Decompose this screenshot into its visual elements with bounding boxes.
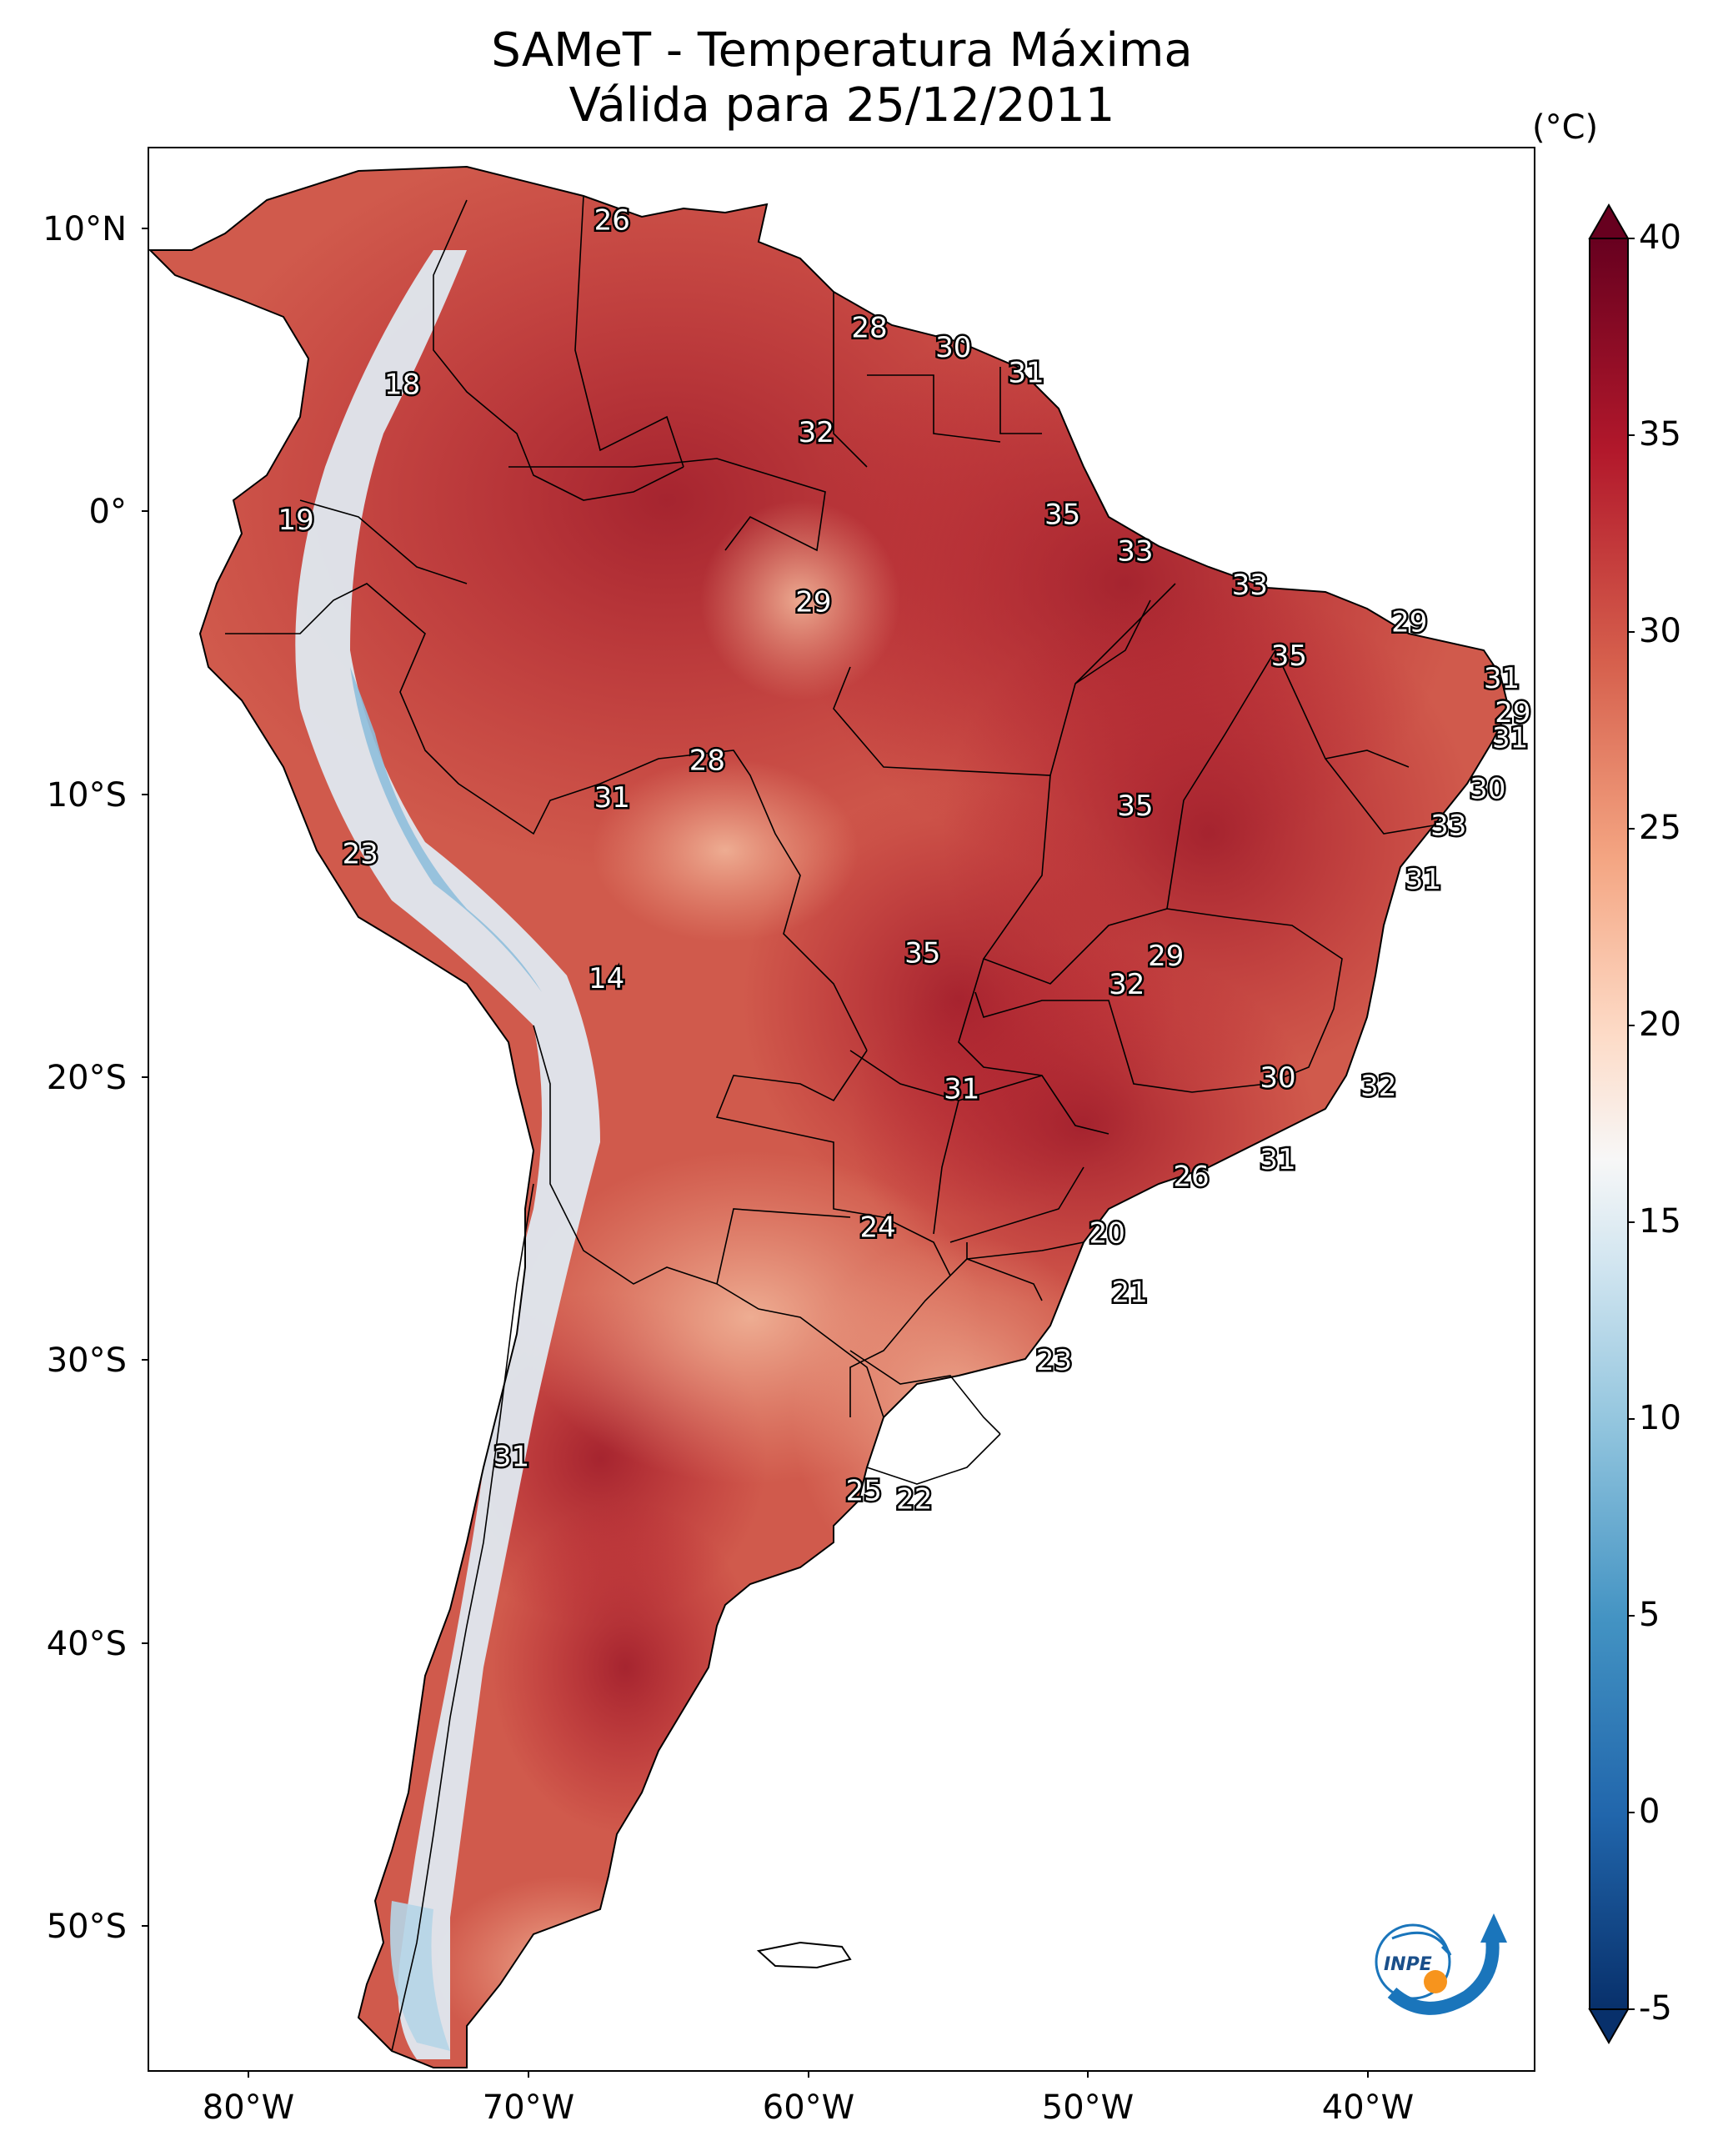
station-label: 28 bbox=[689, 745, 725, 778]
station-label: 29 bbox=[1391, 605, 1427, 639]
ylabel-50s: 50°S bbox=[46, 1908, 127, 1946]
station-label: 31 bbox=[1405, 863, 1441, 896]
station-label: 18 bbox=[384, 368, 420, 401]
station-label: 31 bbox=[493, 1441, 529, 1474]
ylabel-10s: 10°S bbox=[46, 776, 127, 815]
station-label: 29 bbox=[795, 586, 831, 619]
colorbar-tick-30: 30 bbox=[1639, 612, 1681, 650]
station-label: 22 bbox=[896, 1483, 932, 1517]
station-label: 31 bbox=[1484, 662, 1520, 695]
station-label: 31 bbox=[594, 781, 630, 815]
svg-text:INPE: INPE bbox=[1384, 1954, 1432, 1975]
station-label: 30 bbox=[1260, 1061, 1295, 1095]
colorbar-tick-20: 20 bbox=[1639, 1005, 1681, 1044]
colorbar bbox=[1588, 203, 1635, 2045]
station-label: 31 bbox=[1492, 722, 1528, 755]
station-label: 26 bbox=[1173, 1161, 1209, 1194]
xlabel-60w: 60°W bbox=[762, 2088, 855, 2127]
station-label: 32 bbox=[1109, 968, 1144, 1001]
country-borders bbox=[225, 195, 1435, 2052]
colorbar-tick-10: 10 bbox=[1639, 1399, 1681, 1437]
colorbar-tick-35: 35 bbox=[1639, 415, 1681, 454]
inpe-logo: INPE bbox=[1375, 1913, 1507, 2015]
xlabel-50w: 50°W bbox=[1041, 2088, 1134, 2127]
station-label: 28 bbox=[851, 311, 887, 344]
station-label: 24 bbox=[859, 1211, 895, 1245]
station-label: 30 bbox=[1470, 773, 1505, 806]
ylabel-20s: 20°S bbox=[46, 1059, 127, 1097]
coastline bbox=[148, 165, 1510, 2068]
station-label: 35 bbox=[1271, 639, 1307, 673]
colorbar-tick-15: 15 bbox=[1639, 1202, 1681, 1241]
colorbar-tick-0: 0 bbox=[1639, 1792, 1660, 1831]
station-label: 32 bbox=[1360, 1070, 1396, 1103]
station-label: 35 bbox=[904, 937, 940, 970]
station-label: 26 bbox=[594, 203, 630, 237]
xlabel-80w: 80°W bbox=[202, 2088, 295, 2127]
title-line-1: SAMeT - Temperatura Máxima bbox=[491, 23, 1193, 78]
xlabel-70w: 70°W bbox=[482, 2088, 575, 2127]
station-label: 30 bbox=[935, 331, 971, 364]
station-label: 23 bbox=[1036, 1344, 1072, 1377]
xlabel-40w: 40°W bbox=[1321, 2088, 1415, 2127]
ylabel-0: 0° bbox=[88, 493, 127, 531]
station-label: 32 bbox=[799, 416, 834, 449]
station-label: 29 bbox=[1495, 696, 1530, 730]
station-label: 19 bbox=[278, 504, 313, 537]
colorbar-tick-25: 25 bbox=[1639, 809, 1681, 847]
station-label: 31 bbox=[944, 1072, 979, 1106]
axis-ticks bbox=[142, 228, 1369, 2078]
station-label: 33 bbox=[1232, 569, 1268, 602]
colorbar-unit: (°C) bbox=[1532, 108, 1599, 147]
plot-frame bbox=[148, 147, 1535, 2072]
title-line-2: Válida para 25/12/2011 bbox=[568, 78, 1115, 133]
station-label: 23 bbox=[343, 838, 378, 871]
station-label: 33 bbox=[1117, 535, 1153, 569]
station-label: 29 bbox=[1148, 940, 1184, 973]
ylabel-30s: 30°S bbox=[46, 1341, 127, 1380]
ylabel-10n: 10°N bbox=[43, 210, 127, 248]
falkland-islands bbox=[756, 1941, 852, 1969]
station-label: 35 bbox=[1044, 498, 1080, 531]
station-label: 20 bbox=[1089, 1217, 1125, 1251]
station-label: 14 bbox=[589, 962, 624, 995]
colorbar-tick-40: 40 bbox=[1639, 218, 1681, 257]
station-label: 31 bbox=[1260, 1143, 1295, 1176]
map-title: SAMeT - Temperatura Máxima Válida para 2… bbox=[150, 23, 1534, 133]
station-label: 31 bbox=[1008, 357, 1044, 390]
station-label: 25 bbox=[846, 1474, 882, 1507]
colorbar-tick-5: 5 bbox=[1639, 1596, 1660, 1634]
station-label: 33 bbox=[1430, 810, 1466, 843]
colorbar-tick-minus5: -5 bbox=[1639, 1989, 1672, 2028]
station-label: 21 bbox=[1111, 1276, 1147, 1310]
station-label: 35 bbox=[1117, 790, 1153, 823]
ylabel-40s: 40°S bbox=[46, 1625, 127, 1663]
